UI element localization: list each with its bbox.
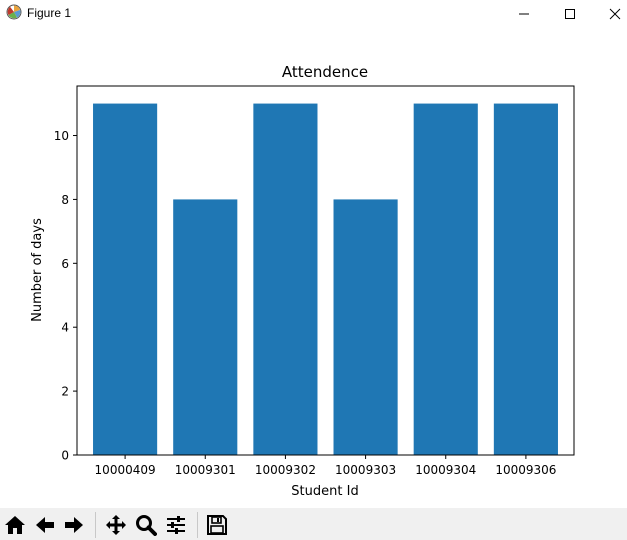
back-button[interactable] xyxy=(32,512,58,538)
bar xyxy=(333,199,398,455)
bar xyxy=(93,103,158,456)
move-icon xyxy=(106,515,126,535)
navigation-toolbar xyxy=(0,508,627,540)
y-tick-label: 0 xyxy=(61,449,69,463)
bar xyxy=(413,103,478,456)
minimize-button[interactable] xyxy=(501,0,547,27)
bar-chart: Attendence 0 2 4 6 8 10 10000409 10009301 10009… xyxy=(30,63,575,499)
window-title: Figure 1 xyxy=(27,6,72,20)
plot-frame xyxy=(76,85,575,456)
x-tick-label: 10009306 xyxy=(495,463,556,477)
toolbar-separator xyxy=(197,512,198,538)
home-button[interactable] xyxy=(2,512,28,538)
arrow-right-icon xyxy=(65,517,83,533)
zoom-icon xyxy=(136,515,157,536)
y-tick-label: 4 xyxy=(61,321,69,335)
chart-title: Attendence xyxy=(282,63,368,81)
y-axis-label: Number of days xyxy=(30,218,45,322)
configure-subplots-button[interactable] xyxy=(163,512,189,538)
y-tick-label: 10 xyxy=(54,129,69,143)
save-button[interactable] xyxy=(204,512,230,538)
pan-button[interactable] xyxy=(103,512,129,538)
x-tick-label: 10000409 xyxy=(95,463,156,477)
save-icon xyxy=(207,515,227,535)
bar xyxy=(253,103,318,456)
bar xyxy=(493,103,558,456)
y-tick-label: 8 xyxy=(61,193,69,207)
arrow-left-icon xyxy=(36,517,54,533)
y-tick-label: 2 xyxy=(61,385,69,399)
x-tick-label: 10009303 xyxy=(335,463,396,477)
figure-canvas[interactable]: Attendence 0 2 4 6 8 10 10000409 10009301 10009… xyxy=(0,27,627,508)
zoom-button[interactable] xyxy=(133,512,159,538)
close-icon xyxy=(609,8,621,19)
bar xyxy=(173,199,238,455)
x-axis-label: Student Id xyxy=(291,484,358,499)
matplotlib-icon xyxy=(6,4,22,20)
sliders-icon xyxy=(167,516,185,534)
minimize-icon xyxy=(519,13,529,14)
x-tick-label: 10009304 xyxy=(415,463,476,477)
x-tick-label: 10009301 xyxy=(175,463,236,477)
close-button[interactable] xyxy=(592,0,627,27)
maximize-button[interactable] xyxy=(547,0,593,27)
y-tick-label: 6 xyxy=(61,257,69,271)
x-tick-label: 10009302 xyxy=(255,463,316,477)
toolbar-separator xyxy=(95,512,96,538)
home-icon xyxy=(5,516,25,534)
forward-button[interactable] xyxy=(61,512,87,538)
maximize-icon xyxy=(565,8,575,19)
window-titlebar: Figure 1 xyxy=(0,0,627,27)
